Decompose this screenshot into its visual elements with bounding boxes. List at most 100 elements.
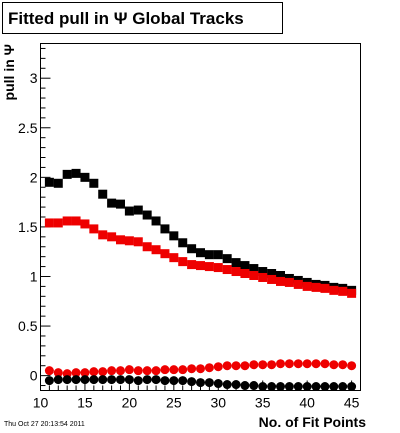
data-point-circle-black	[267, 382, 277, 392]
data-point-circle-black	[89, 375, 99, 385]
data-point-circle-black	[293, 382, 303, 392]
data-point-square-black	[213, 250, 223, 260]
data-point-square-black	[160, 224, 170, 234]
data-point-circle-black	[249, 381, 259, 391]
y-axis-ticks: 0 0.5 1 1.5 2 2.5 3	[18, 47, 51, 387]
data-point-square-red	[160, 249, 170, 259]
data-point-square-red	[267, 274, 277, 284]
data-point-circle-black	[53, 375, 63, 385]
data-point-square-red	[258, 272, 268, 282]
data-point-square-black	[89, 178, 99, 188]
data-point-square-red	[284, 277, 294, 287]
data-point-circle-red	[178, 365, 188, 375]
data-point-circle-red	[276, 359, 285, 369]
data-point-circle-black	[178, 376, 188, 386]
x-axis-label: No. of Fit Points	[259, 414, 367, 430]
data-point-circle-black	[240, 381, 250, 391]
data-point-circle-black	[80, 375, 90, 385]
data-point-circle-black	[133, 376, 143, 386]
data-point-circle-red	[347, 361, 357, 371]
plot-frame	[40, 43, 361, 391]
data-point-square-red	[222, 265, 232, 275]
data-point-circle-red	[311, 359, 321, 369]
data-point-circle-red	[169, 365, 179, 375]
data-point-circle-red	[240, 361, 250, 371]
data-point-square-black	[169, 231, 179, 241]
data-point-circle-black	[329, 382, 339, 392]
data-point-circle-black	[213, 379, 223, 389]
data-point-square-black	[276, 270, 285, 280]
x-tick-label: 40	[299, 395, 315, 411]
data-point-circle-red	[133, 366, 143, 376]
y-tick-label: 0	[30, 368, 38, 384]
data-point-square-red	[338, 286, 348, 296]
data-point-square-black	[124, 206, 134, 216]
data-point-circle-black	[124, 375, 134, 385]
data-point-circle-red	[187, 364, 197, 374]
data-point-square-black	[62, 169, 72, 179]
data-point-circle-black	[320, 382, 330, 392]
y-tick-label: 1	[30, 268, 38, 284]
data-point-square-red	[133, 237, 143, 247]
data-point-circle-red	[231, 361, 241, 371]
data-point-circle-black	[107, 375, 117, 385]
data-point-square-black	[249, 264, 259, 274]
data-point-square-red	[44, 218, 54, 228]
data-point-square-red	[302, 281, 312, 291]
data-point-square-black	[178, 238, 188, 248]
data-point-circle-red	[338, 360, 348, 370]
data-point-circle-red	[107, 366, 117, 376]
data-point-circle-red	[204, 363, 214, 373]
data-point-circle-red	[160, 365, 170, 375]
data-point-circle-red	[258, 360, 268, 370]
x-tick-label: 10	[33, 395, 49, 411]
data-point-circle-black	[258, 382, 268, 392]
data-point-square-black	[98, 189, 108, 199]
data-point-circle-red	[98, 367, 108, 377]
data-point-square-red	[142, 242, 152, 252]
data-point-circle-black	[71, 375, 81, 385]
data-markers	[44, 168, 357, 392]
data-point-square-red	[249, 270, 259, 280]
data-point-square-red	[213, 263, 223, 273]
x-tick-label: 15	[77, 395, 93, 411]
data-point-circle-red	[142, 366, 152, 376]
title-box	[2, 2, 283, 34]
data-point-circle-red	[124, 365, 134, 375]
data-point-square-black	[151, 216, 161, 226]
data-point-square-black	[116, 199, 125, 209]
data-point-circle-black	[311, 382, 321, 392]
data-point-square-black	[204, 250, 214, 260]
data-point-square-red	[240, 269, 250, 279]
y-tick-label: 3	[30, 70, 38, 86]
data-point-circle-black	[284, 382, 294, 392]
data-point-circle-red	[89, 367, 99, 377]
data-point-square-red	[231, 267, 241, 277]
data-point-square-black	[258, 267, 268, 277]
data-point-circle-black	[196, 378, 205, 388]
y-tick-label: 1.5	[18, 219, 38, 235]
data-point-square-black	[133, 205, 143, 215]
data-point-square-red	[107, 232, 117, 242]
data-point-circle-red	[329, 360, 339, 370]
data-point-circle-black	[151, 375, 161, 385]
data-point-square-red	[293, 279, 303, 289]
data-point-square-red	[71, 216, 81, 226]
data-point-square-black	[142, 210, 152, 220]
data-point-circle-red	[249, 360, 259, 370]
data-point-square-red	[62, 216, 72, 226]
data-point-circle-red	[53, 368, 63, 378]
data-point-square-red	[329, 285, 339, 295]
y-tick-label: 2.5	[18, 120, 38, 136]
data-point-circle-red	[213, 362, 223, 372]
y-tick-label: 2	[30, 169, 38, 185]
y-axis-label: pull in Ψ	[1, 44, 17, 100]
x-tick-label: 45	[344, 395, 360, 411]
data-point-square-red	[276, 276, 285, 286]
data-point-square-red	[204, 262, 214, 272]
data-point-square-black	[187, 244, 197, 254]
data-point-square-black	[80, 172, 90, 182]
data-point-circle-black	[62, 375, 72, 385]
data-point-square-red	[53, 218, 63, 228]
data-point-square-red	[347, 288, 357, 298]
